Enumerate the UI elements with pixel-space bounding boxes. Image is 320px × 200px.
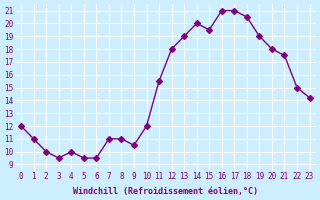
X-axis label: Windchill (Refroidissement éolien,°C): Windchill (Refroidissement éolien,°C) (73, 187, 258, 196)
